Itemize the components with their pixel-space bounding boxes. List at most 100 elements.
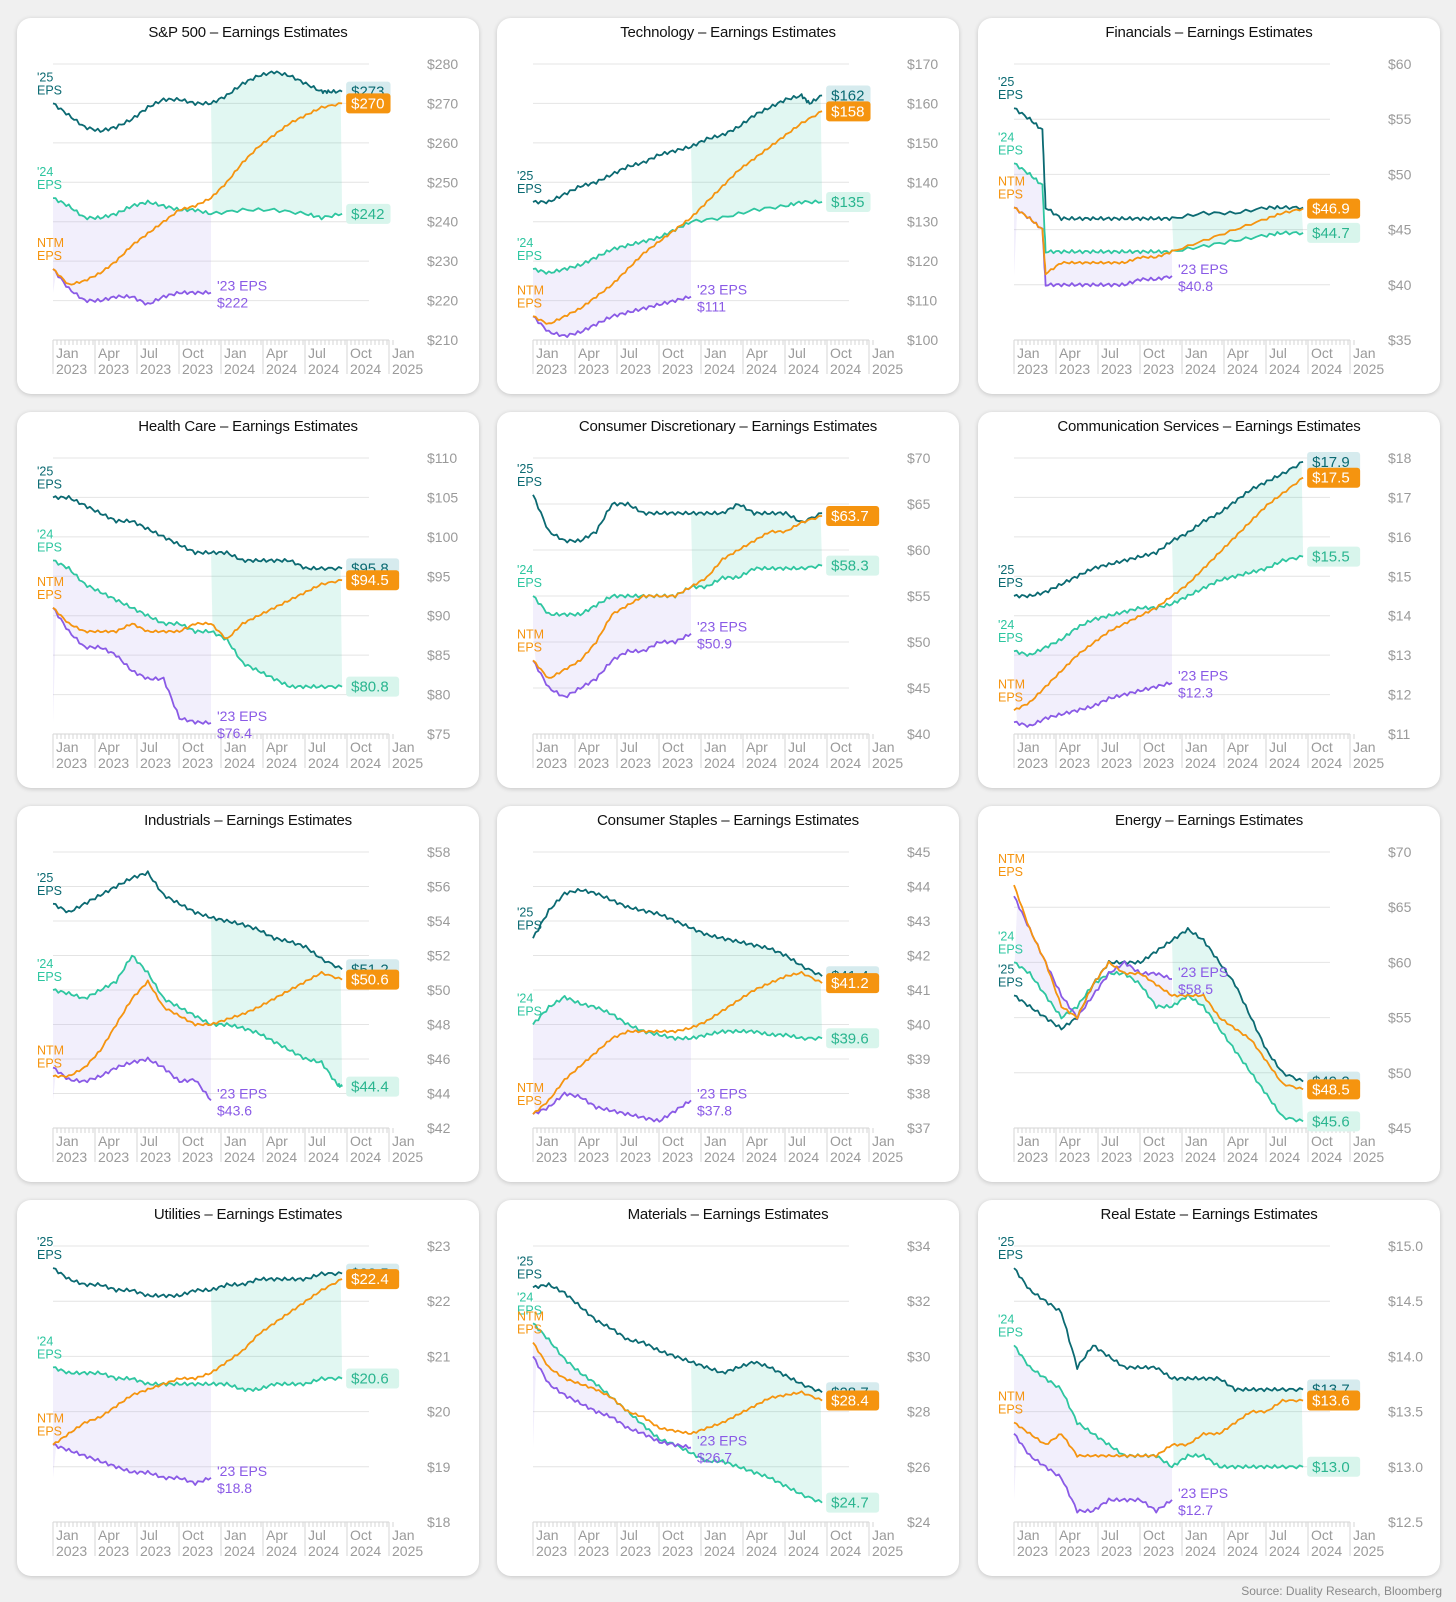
x-tick-month: Oct [662,1133,684,1149]
y-tick-label: $32 [907,1293,931,1309]
eps24-line [532,199,823,275]
x-tick-month: Oct [182,1133,204,1149]
eps24-series-label: '24 [998,130,1014,144]
ntm-line [1013,884,1304,1091]
eps25-series-label: '25 [37,871,53,885]
x-tick-year: 2024 [1311,361,1342,377]
x-tick-month: Oct [830,345,852,361]
y-tick-label: $14 [1388,608,1412,624]
chart-card: Communication Services – Earnings Estima… [978,412,1440,788]
eps25-series-label: EPS [998,976,1023,990]
eps24-end-badge [346,1076,400,1097]
eps25-series-label: EPS [998,1248,1023,1262]
x-tick-year: 2023 [578,1149,609,1165]
eps25-series-label: EPS [517,475,542,489]
x-tick-year: 2023 [56,1543,87,1559]
eps23-value: $12.3 [1178,685,1213,701]
x-tick-month: Jan [1185,345,1208,361]
x-tick-month: Apr [746,1133,768,1149]
y-tick-label: $16 [1388,529,1412,545]
x-tick-year: 2024 [1185,1149,1216,1165]
x-tick-year: 2024 [704,1149,735,1165]
chart-card: S&P 500 – Earnings Estimates $210 $220 $230… [17,18,479,394]
chart-card: Industrials – Earnings Estimates $42 $44 $4… [17,806,479,1182]
ntm-line [52,102,343,286]
eps23-24-band [533,586,691,698]
x-tick-year: 2023 [98,361,129,377]
x-tick-month: Oct [830,1133,852,1149]
x-tick-year: 2023 [536,361,567,377]
x-tick-year: 2023 [56,361,87,377]
ntm-end-badge [826,1390,880,1411]
x-tick-year: 2023 [620,755,651,771]
eps25-end-value: $162 [831,88,864,105]
source-note: Source: Duality Research, Bloomberg [1241,1584,1442,1598]
x-tick-year: 2023 [578,361,609,377]
eps24-series-label: '24 [37,957,53,971]
y-tick-label: $18 [427,1514,451,1530]
y-tick-label: $42 [427,1120,451,1136]
x-tick-year: 2024 [788,1149,819,1165]
eps23-line [1013,681,1173,728]
y-tick-label: $240 [427,214,458,230]
x-tick-year: 2023 [1143,361,1174,377]
y-tick-label: $11 [1388,726,1411,742]
y-tick-label: $40 [907,726,931,742]
chart-card: Technology – Earnings Estimates $100 $110 $… [497,18,959,394]
chart-title: S&P 500 – Earnings Estimates [148,24,348,41]
ntm-end-badge [826,505,880,526]
eps24-series-label: EPS [37,970,62,984]
x-tick-month: Apr [1059,739,1081,755]
x-tick-month: Apr [1227,739,1249,755]
x-tick-month: Jul [1101,1527,1119,1543]
y-tick-label: $19 [427,1459,451,1475]
y-tick-label: $120 [907,253,938,269]
eps24-series-label: '24 [37,528,53,542]
x-tick-year: 2023 [578,755,609,771]
y-tick-label: $13.0 [1388,1459,1423,1475]
y-tick-label: $58 [427,844,451,860]
eps24-25-band [1172,929,1304,1122]
eps25-series-label: '25 [517,905,533,919]
chart-title: Consumer Discretionary – Earnings Estima… [578,418,878,435]
ntm-end-badge [1307,1390,1361,1411]
eps25-line [532,494,823,544]
eps25-line [52,495,343,571]
chart-card: Health Care – Earnings Estimates $75 $80 $8… [17,412,479,788]
x-tick-year: 2025 [872,755,903,771]
x-tick-month: Apr [98,1527,120,1543]
eps24-25-band [211,917,343,1087]
eps23-line [52,1056,212,1102]
x-tick-year: 2024 [224,361,255,377]
x-tick-year: 2023 [182,361,213,377]
ntm-line [532,515,823,679]
chart-title: Utilities – Earnings Estimates [153,1206,343,1223]
x-tick-month: Jan [1353,1133,1376,1149]
chart-title: Health Care – Earnings Estimates [138,418,358,435]
x-tick-year: 2024 [1227,361,1258,377]
x-tick-year: 2023 [662,755,693,771]
eps25-series-label: EPS [37,1248,62,1262]
eps24-25-band [211,552,343,687]
x-tick-month: Jul [788,1133,806,1149]
x-tick-year: 2024 [1185,361,1216,377]
x-tick-month: Apr [1227,1527,1249,1543]
y-tick-label: $17 [1388,489,1412,505]
x-tick-year: 2023 [620,1149,651,1165]
eps25-line [532,93,823,205]
eps25-line [1013,461,1304,599]
x-tick-month: Jan [872,1133,895,1149]
eps23-24-band [53,198,211,305]
x-tick-month: Apr [746,345,768,361]
y-tick-label: $45 [1388,1120,1412,1136]
x-tick-month: Jul [140,345,158,361]
x-tick-year: 2024 [1311,1543,1342,1559]
y-tick-label: $85 [427,647,451,663]
eps24-end-badge [826,1492,880,1513]
x-tick-year: 2024 [704,361,735,377]
ntm-end-badge [1307,467,1361,488]
y-tick-label: $14.5 [1388,1293,1423,1309]
ntm-end-badge [346,570,400,591]
eps24-series-label: EPS [998,942,1023,956]
x-tick-year: 2023 [662,1543,693,1559]
